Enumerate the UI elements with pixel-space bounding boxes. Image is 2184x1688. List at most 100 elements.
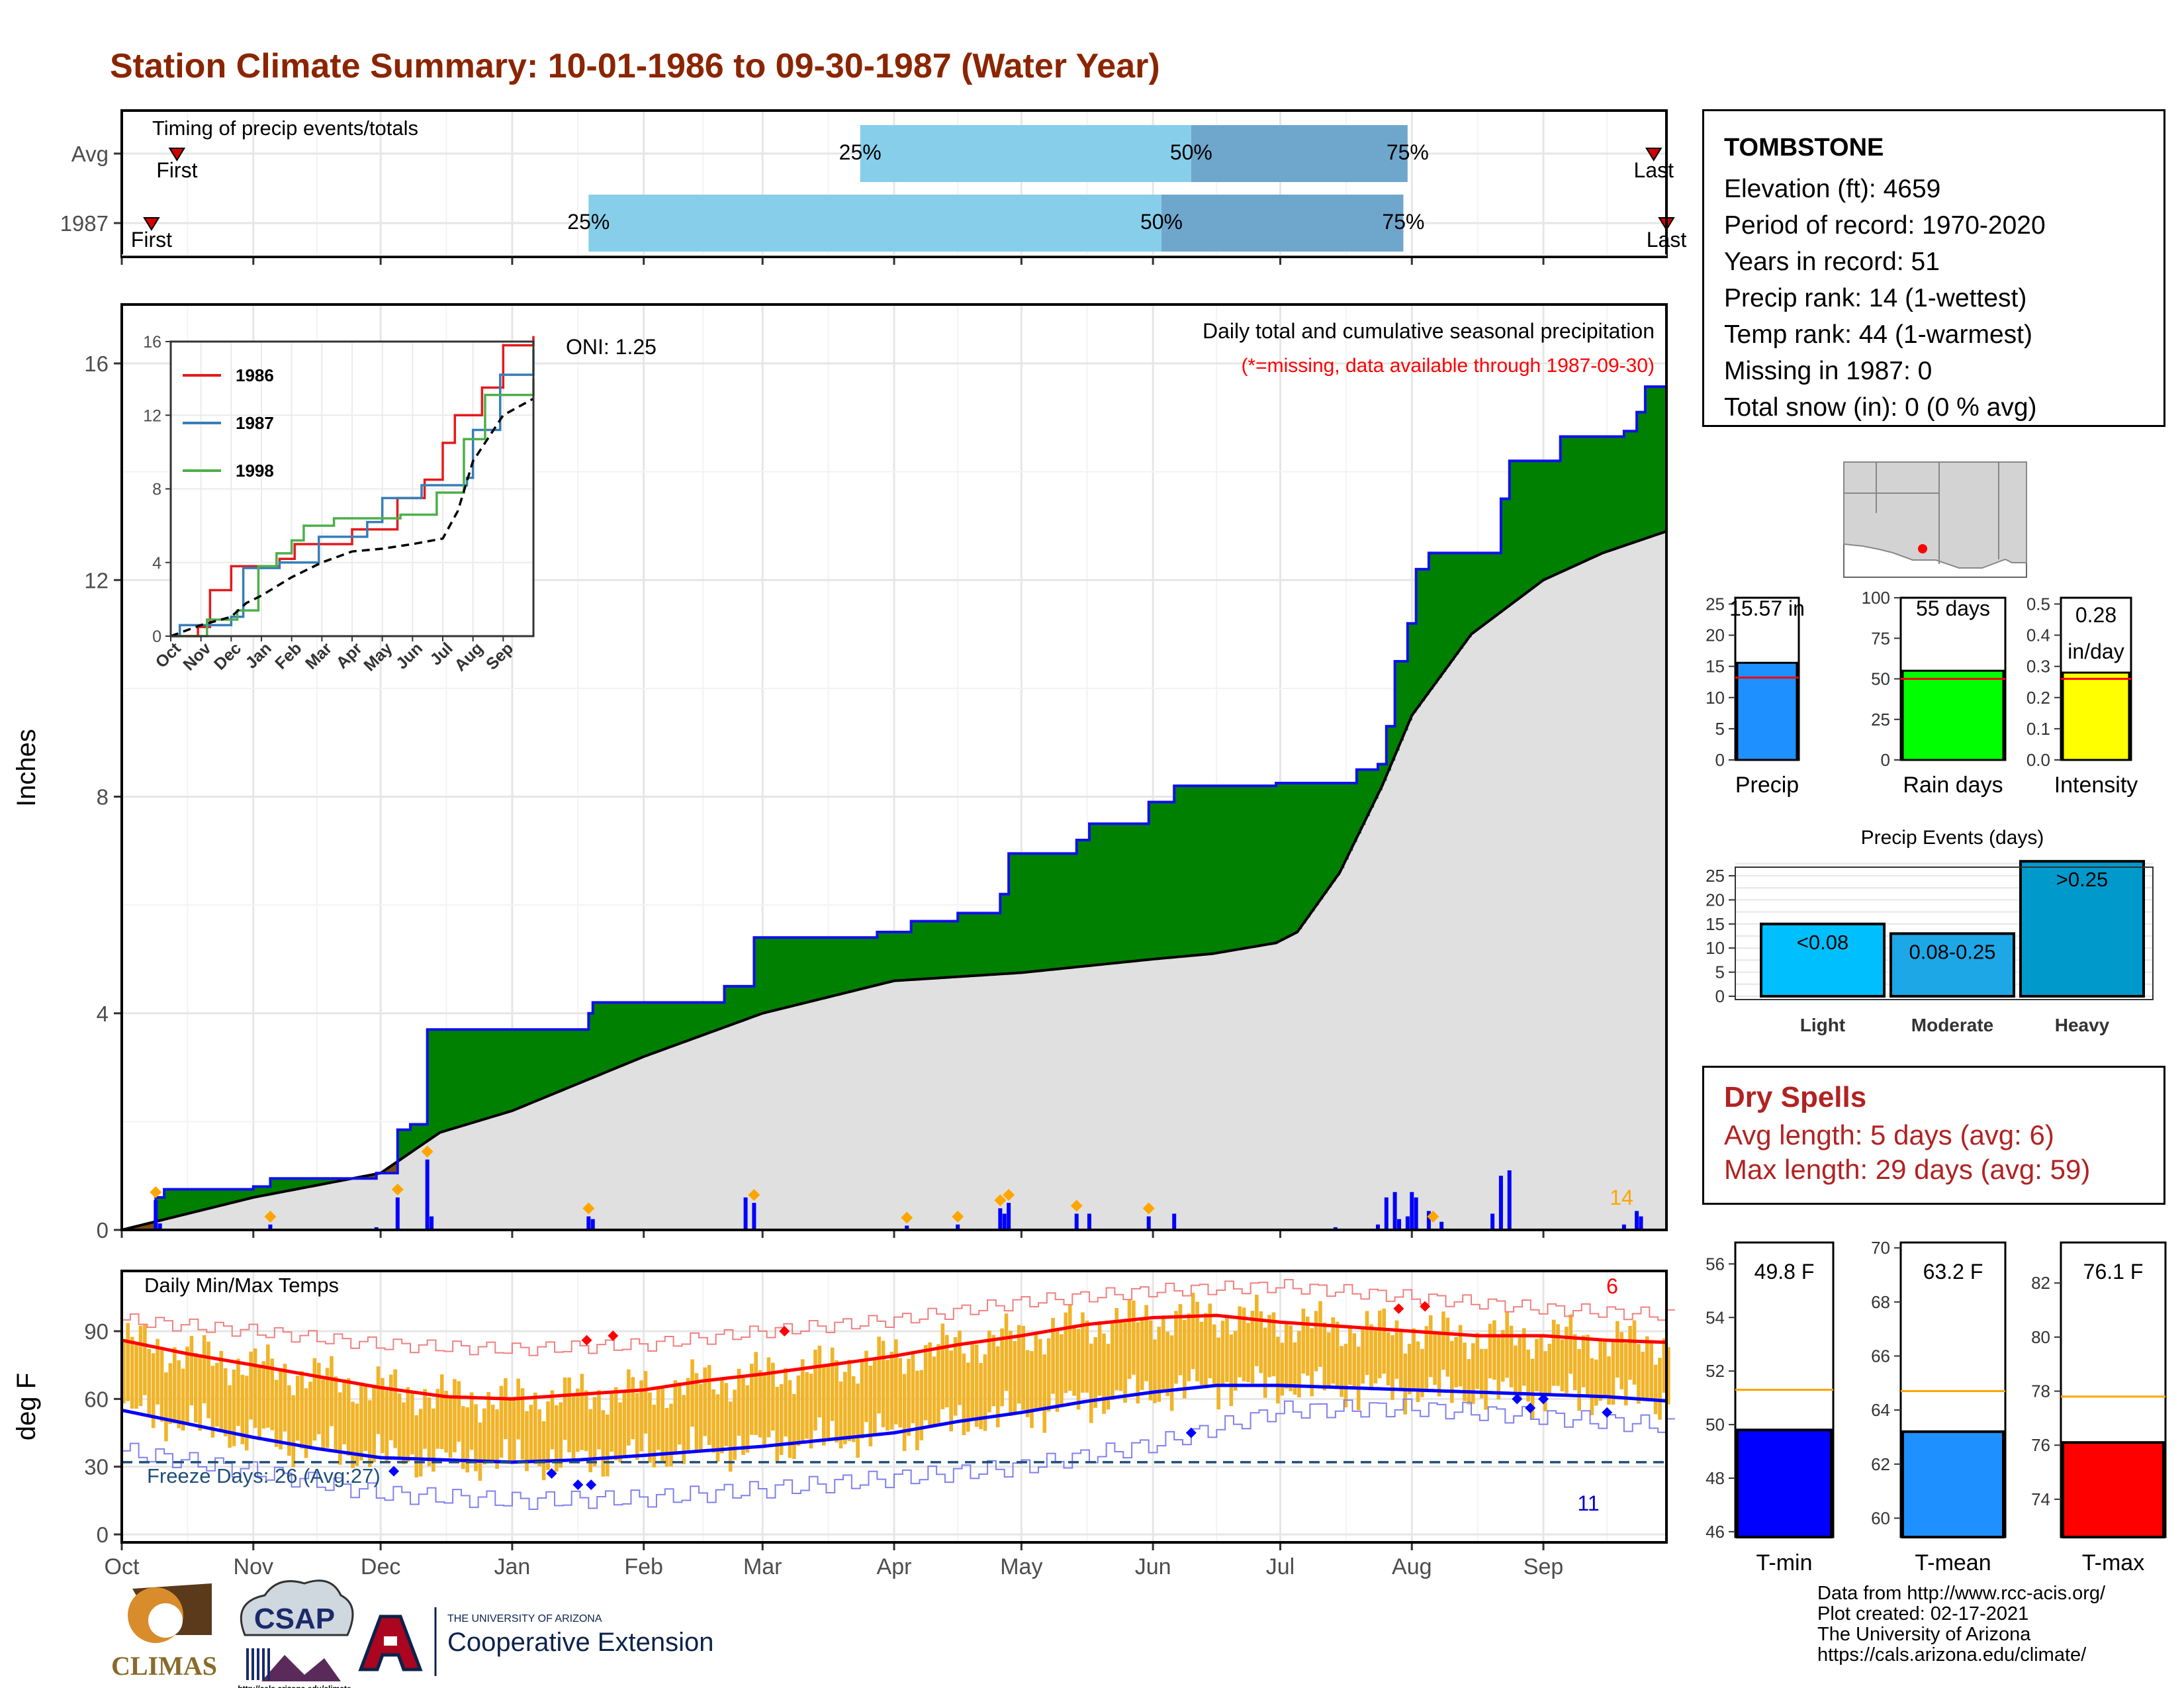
- daily-temp-range: [944, 1335, 949, 1408]
- precip-deviation-band: [559, 1029, 564, 1091]
- precip-deviation-band: [962, 913, 967, 976]
- daily-temp-range: [1220, 1321, 1225, 1387]
- csap-logo-stripe: [251, 1648, 254, 1680]
- daily-temp-range: [1399, 1332, 1403, 1388]
- daily-temp-range: [1055, 1328, 1060, 1412]
- daily-temp-range: [478, 1422, 482, 1481]
- precip-deviation-band: [1509, 461, 1514, 604]
- daily-temp-range: [588, 1409, 592, 1473]
- daily-temp-range: [223, 1368, 228, 1436]
- precip-deviation-band: [664, 1002, 670, 1049]
- precip-deviation-band: [1420, 569, 1426, 701]
- events-ytick-label: 20: [1706, 890, 1725, 910]
- precip-deviation-band: [406, 1129, 411, 1154]
- precip-deviation-band: [198, 1189, 203, 1211]
- precip-deviation-band: [1586, 436, 1591, 560]
- daily-temp-range: [249, 1351, 253, 1420]
- record-low-marker: [388, 1466, 400, 1477]
- daily-precip-bar: [1392, 1192, 1397, 1230]
- precip-deviation-band: [652, 1002, 657, 1053]
- precip-deviation-band: [856, 937, 861, 990]
- tsummary-ytick-label: 74: [2031, 1489, 2050, 1509]
- precip-deviation-band: [529, 1029, 534, 1103]
- daily-temp-range: [1216, 1337, 1220, 1410]
- daily-temp-range: [559, 1402, 563, 1468]
- daily-temp-range: [1331, 1317, 1336, 1384]
- daily-temp-range: [1556, 1324, 1560, 1386]
- precip-deviation-band: [592, 1002, 598, 1077]
- daily-temp-range: [134, 1344, 138, 1409]
- precip-deviation-band: [669, 1002, 674, 1047]
- precip-deviation-band: [614, 1002, 619, 1068]
- daily-temp-range: [635, 1393, 639, 1460]
- summary-category-label: Precip: [1735, 773, 1799, 798]
- precip-deviation-band: [1195, 786, 1201, 955]
- daily-temp-range: [1280, 1342, 1285, 1396]
- precip-deviation-band: [1097, 823, 1103, 965]
- precip-deviation-band: [958, 913, 963, 977]
- daily-temp-range: [1581, 1335, 1586, 1387]
- timing-label-25: 25%: [567, 210, 610, 234]
- inset-frame: [169, 340, 535, 637]
- daily-temp-range: [325, 1368, 330, 1448]
- daily-temp-range: [1505, 1312, 1509, 1378]
- summary-ytick-label: 0.2: [2026, 688, 2050, 708]
- daily-temp-range: [923, 1344, 928, 1421]
- daily-temp-range: [601, 1410, 606, 1477]
- daily-temp-range: [1212, 1324, 1216, 1387]
- daily-temp-range: [779, 1383, 784, 1455]
- timing-label-25: 25%: [839, 140, 882, 164]
- daily-temp-range: [1543, 1351, 1547, 1412]
- station-name: TOMBSTONE: [1724, 134, 1884, 162]
- daily-temp-range: [504, 1378, 508, 1440]
- precip-deviation-band: [1220, 786, 1226, 953]
- credit-url: https://cals.arizona.edu/climate/: [1817, 1644, 2087, 1665]
- daily-temp-range: [138, 1325, 143, 1407]
- daily-temp-range: [363, 1385, 368, 1451]
- record-low-marker: [586, 1479, 597, 1490]
- precip-deviation-band: [410, 1124, 416, 1152]
- daily-temp-range: [669, 1403, 673, 1467]
- daily-temp-range: [1492, 1320, 1496, 1380]
- tsummary-bar-1: [1901, 1430, 2005, 1538]
- tsummary-ytick-label: 64: [1871, 1400, 1890, 1420]
- precip-deviation-band: [694, 1002, 700, 1037]
- daily-temp-range: [1530, 1358, 1535, 1419]
- precip-deviation-band: [1310, 783, 1315, 912]
- temps-month-label: Sep: [1524, 1554, 1564, 1579]
- precip-deviation-band: [932, 921, 937, 978]
- daily-temp-range: [1572, 1334, 1577, 1391]
- summary-temp-panel: 46 48 50 52 54 56 49.8 F T-min 60 62 64 66 68 70 63.2 …: [1706, 1238, 2167, 1575]
- daily-temp-range: [597, 1389, 601, 1450]
- avg-min-line: [121, 1383, 1667, 1464]
- daily-temp-range: [656, 1388, 660, 1450]
- inset-ytick-label: 8: [152, 481, 161, 499]
- daily-precip-bar: [905, 1225, 909, 1230]
- temps-title: Daily Min/Max Temps: [144, 1274, 339, 1297]
- daily-temp-range: [1666, 1346, 1670, 1405]
- precip-deviation-band: [1449, 553, 1455, 661]
- precip-deviation-band: [1433, 553, 1438, 684]
- station-period: Period of record: 1970-2020: [1724, 211, 2046, 240]
- precip-deviation-band: [1204, 786, 1209, 955]
- daily-temp-range: [156, 1338, 159, 1405]
- daily-temp-range: [1195, 1301, 1199, 1382]
- precip-deviation-band: [1140, 823, 1145, 961]
- daily-temp-range: [682, 1395, 686, 1464]
- daily-temp-range: [1479, 1348, 1484, 1399]
- daily-precip-bar: [1172, 1213, 1177, 1230]
- precip-deviation-band: [792, 937, 797, 1006]
- daily-temp-range: [1289, 1325, 1293, 1391]
- daily-temp-range: [627, 1369, 631, 1446]
- daily-temp-range: [122, 1340, 126, 1404]
- precip-deviation-band: [588, 1013, 594, 1079]
- precip-deviation-band: [618, 1002, 623, 1066]
- daily-temp-range: [851, 1376, 856, 1442]
- daily-temp-range: [995, 1346, 1000, 1428]
- precip-deviation-band: [737, 986, 742, 1022]
- daily-temp-range: [1361, 1328, 1365, 1384]
- precip-deviation-band: [1479, 553, 1484, 627]
- daily-temp-range: [1449, 1340, 1454, 1403]
- record-precip-marker: [421, 1145, 433, 1158]
- events-ytick-label: 10: [1706, 938, 1725, 958]
